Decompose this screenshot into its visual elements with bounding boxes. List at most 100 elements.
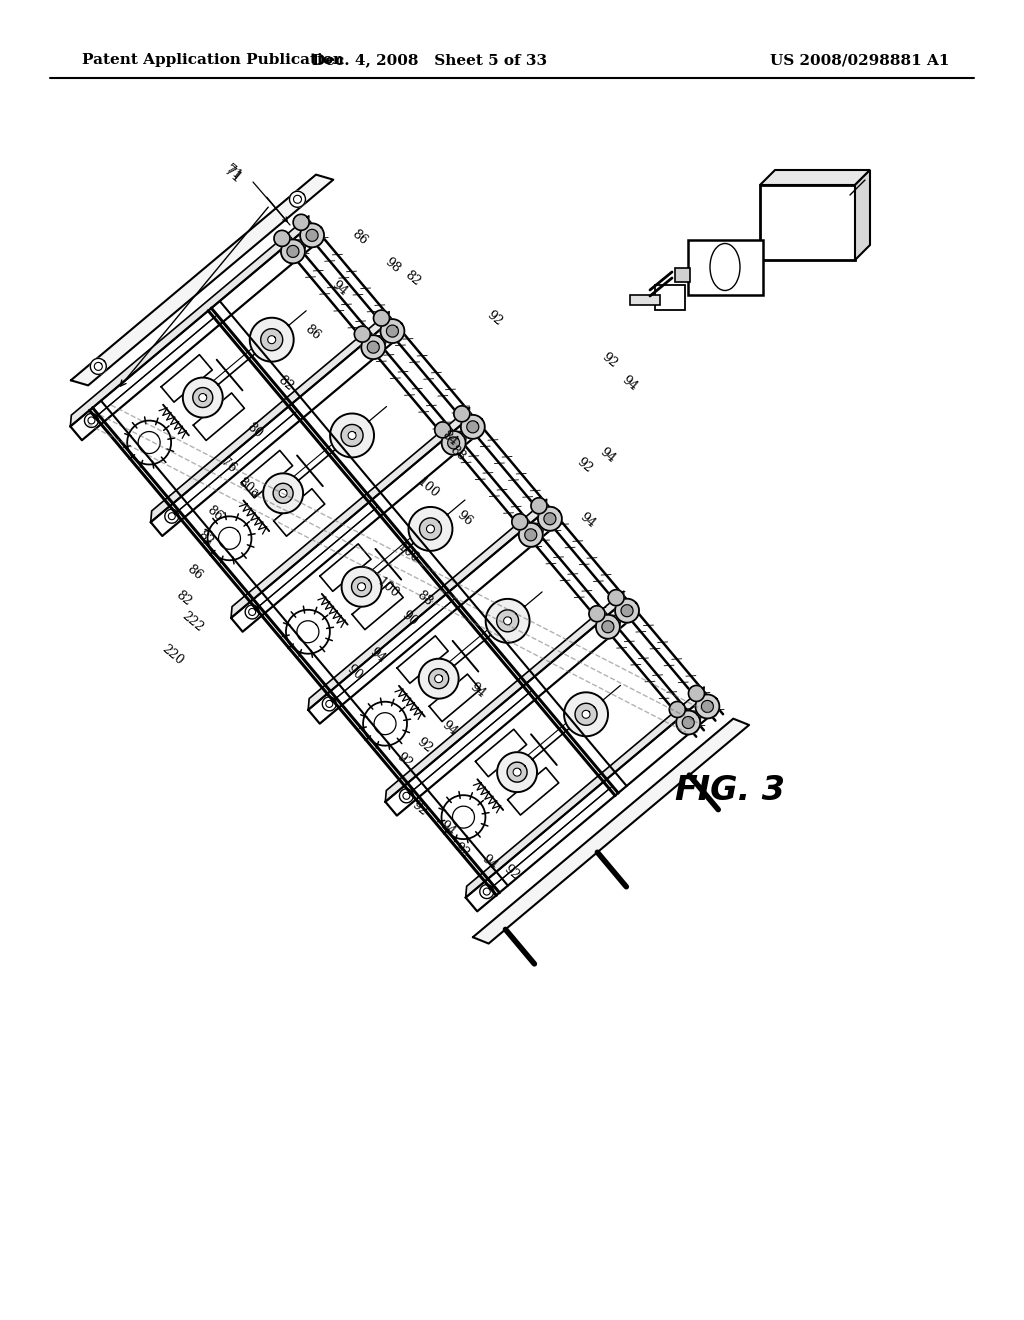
Text: 92: 92 — [410, 799, 430, 818]
Polygon shape — [352, 582, 403, 630]
Text: 92: 92 — [395, 750, 415, 770]
Polygon shape — [323, 697, 336, 711]
Text: 222: 222 — [179, 610, 205, 635]
Polygon shape — [71, 174, 333, 385]
Polygon shape — [564, 692, 608, 737]
Text: 100: 100 — [415, 475, 441, 500]
Polygon shape — [409, 507, 453, 550]
Polygon shape — [151, 323, 399, 536]
Polygon shape — [397, 636, 449, 684]
Text: Patent Application Publication: Patent Application Publication — [82, 53, 344, 67]
Polygon shape — [341, 425, 364, 446]
Polygon shape — [682, 717, 694, 729]
Polygon shape — [399, 789, 414, 803]
Polygon shape — [596, 615, 620, 639]
Polygon shape — [688, 685, 705, 701]
Polygon shape — [473, 718, 750, 944]
Text: US 2008/0298881 A1: US 2008/0298881 A1 — [770, 53, 950, 67]
Polygon shape — [182, 378, 223, 417]
Polygon shape — [855, 170, 870, 260]
Polygon shape — [291, 240, 305, 253]
Polygon shape — [485, 599, 529, 643]
Polygon shape — [507, 762, 527, 783]
Polygon shape — [419, 659, 459, 698]
Text: 96: 96 — [455, 508, 475, 528]
Polygon shape — [84, 413, 98, 428]
Polygon shape — [273, 488, 325, 536]
Polygon shape — [429, 675, 480, 722]
Polygon shape — [71, 227, 319, 440]
Polygon shape — [701, 701, 714, 713]
Polygon shape — [293, 214, 309, 230]
Text: 100: 100 — [375, 576, 401, 601]
Polygon shape — [429, 669, 449, 689]
Polygon shape — [441, 430, 466, 455]
Polygon shape — [524, 529, 537, 541]
Polygon shape — [300, 223, 324, 247]
Text: 88: 88 — [415, 587, 435, 609]
Text: 92: 92 — [484, 308, 505, 329]
Polygon shape — [615, 599, 639, 623]
Polygon shape — [354, 326, 371, 342]
Polygon shape — [357, 582, 366, 591]
Polygon shape — [655, 285, 685, 310]
Text: 84: 84 — [439, 428, 461, 447]
Text: 86: 86 — [303, 322, 324, 342]
Polygon shape — [261, 329, 283, 351]
Polygon shape — [361, 335, 385, 359]
Text: 98: 98 — [383, 255, 403, 275]
Text: 94: 94 — [620, 374, 640, 393]
Polygon shape — [385, 591, 624, 801]
Polygon shape — [290, 191, 305, 207]
Text: 94: 94 — [439, 718, 460, 738]
Polygon shape — [466, 698, 715, 911]
Polygon shape — [497, 752, 537, 792]
Polygon shape — [480, 884, 494, 899]
Polygon shape — [695, 694, 720, 718]
Polygon shape — [250, 318, 294, 362]
Text: 92: 92 — [452, 840, 472, 861]
Polygon shape — [435, 422, 451, 438]
Text: 82: 82 — [173, 587, 194, 609]
Polygon shape — [475, 729, 526, 776]
Polygon shape — [90, 359, 106, 375]
Polygon shape — [589, 606, 605, 622]
Polygon shape — [151, 312, 389, 523]
Polygon shape — [452, 432, 466, 445]
Polygon shape — [274, 231, 290, 247]
Polygon shape — [165, 510, 179, 523]
Polygon shape — [348, 432, 356, 440]
Text: 92: 92 — [574, 455, 595, 475]
Polygon shape — [606, 615, 621, 630]
Polygon shape — [330, 413, 374, 458]
Polygon shape — [513, 768, 521, 776]
Polygon shape — [287, 246, 299, 257]
Polygon shape — [281, 239, 305, 264]
Polygon shape — [374, 310, 389, 326]
Polygon shape — [280, 490, 287, 498]
Text: 94: 94 — [437, 818, 459, 838]
Polygon shape — [199, 393, 207, 401]
Polygon shape — [193, 388, 213, 408]
Polygon shape — [608, 590, 624, 606]
Text: 82: 82 — [401, 268, 422, 288]
Polygon shape — [385, 602, 634, 816]
Text: 88: 88 — [447, 444, 468, 463]
Polygon shape — [688, 240, 763, 294]
Polygon shape — [454, 405, 470, 422]
Polygon shape — [420, 517, 441, 540]
Polygon shape — [434, 675, 442, 682]
Polygon shape — [447, 437, 460, 449]
Polygon shape — [242, 450, 293, 498]
Polygon shape — [231, 408, 470, 618]
Text: 82: 82 — [195, 528, 215, 548]
Polygon shape — [263, 474, 303, 513]
Polygon shape — [351, 577, 372, 597]
Text: Dec. 4, 2008   Sheet 5 of 33: Dec. 4, 2008 Sheet 5 of 33 — [312, 53, 548, 67]
Text: 80: 80 — [245, 420, 265, 440]
Polygon shape — [461, 414, 484, 438]
Polygon shape — [368, 341, 379, 354]
Polygon shape — [676, 710, 700, 734]
Text: 71: 71 — [223, 162, 244, 182]
Text: 86: 86 — [349, 227, 371, 247]
